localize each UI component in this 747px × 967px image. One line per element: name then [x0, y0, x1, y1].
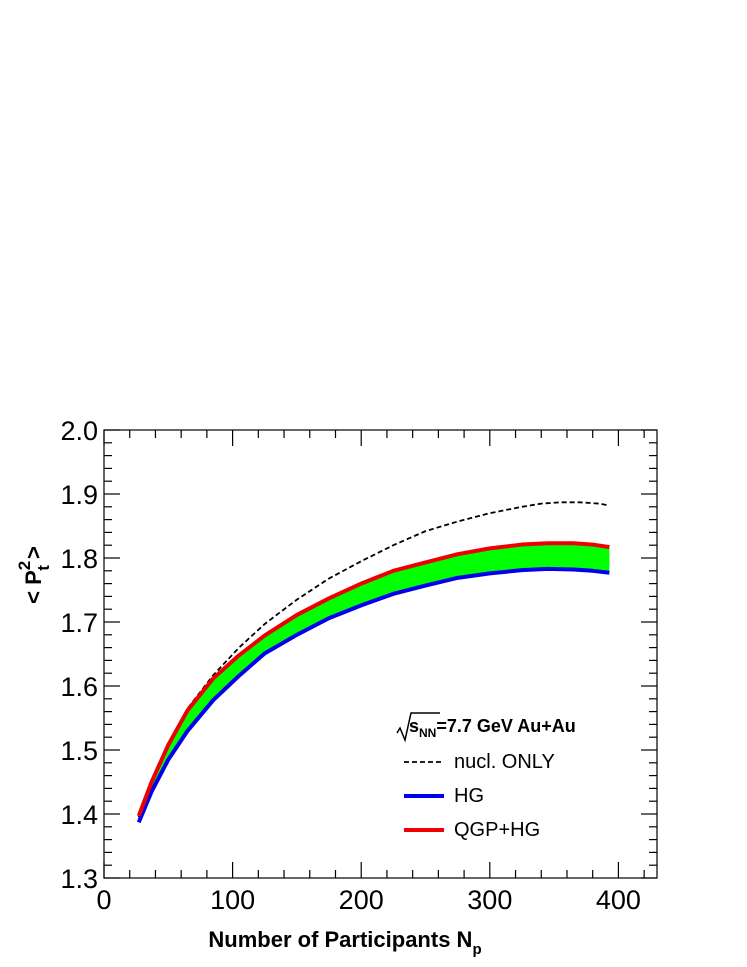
legend-header-sub: NN: [419, 726, 436, 740]
y-tick-label: 1.4: [60, 800, 98, 830]
y-tick-label: 1.7: [60, 608, 98, 638]
series-layer: [136, 501, 610, 824]
legend-label-hg: HG: [454, 785, 484, 807]
x-axis-title-subscript: p: [472, 941, 481, 958]
legend: sNN=7.7 GeV Au+Au nucl. ONLY HG QGP+HG: [396, 712, 576, 841]
y-tick-label: 2.0: [60, 416, 98, 446]
y-tick-label: 1.6: [60, 672, 98, 702]
x-axis-title: Number of Participants Np: [208, 927, 481, 958]
y-tick-label: 1.5: [60, 736, 98, 766]
series-line-qgp-hg: [136, 541, 610, 817]
y-tick-label: 1.3: [60, 864, 98, 894]
x-axis-title-main: Number of Participants N: [208, 927, 472, 952]
y-axis-title-superscript: 2: [15, 561, 34, 570]
sqrt-icon: [396, 712, 440, 743]
y-axis-title-subscript: t: [34, 565, 53, 571]
legend-header-s: s: [409, 716, 419, 736]
y-axis-title-open: < P: [21, 570, 46, 604]
plot-frame: [103, 429, 658, 879]
x-tick-label: 200: [339, 885, 384, 915]
x-tick-label: 100: [210, 885, 255, 915]
y-tick-label: 1.9: [60, 480, 98, 510]
legend-label-qgp-hg: QGP+HG: [454, 819, 540, 841]
series-line-hg: [136, 566, 610, 824]
tick-layer: [103, 429, 657, 879]
y-axis-title-close: >: [21, 546, 46, 565]
x-tick-label: 300: [467, 885, 512, 915]
frame-layer: [103, 429, 658, 879]
tick-label-layer: 0 100 200 300 400 1.3 1.4 1.5 1.6 1.7 1.8 1.9 2.0: [60, 416, 640, 915]
y-axis-title: < P2t >: [15, 546, 53, 604]
legend-label-nucl-only: nucl. ONLY: [454, 751, 555, 773]
series-line-nucl-only: [137, 501, 610, 818]
legend-header-rest: =7.7 GeV Au+Au: [436, 716, 575, 736]
legend-header: sNN=7.7 GeV Au+Au: [409, 716, 576, 740]
y-tick-label: 1.8: [60, 544, 98, 574]
x-tick-label: 0: [96, 885, 111, 915]
x-tick-label: 400: [596, 885, 641, 915]
